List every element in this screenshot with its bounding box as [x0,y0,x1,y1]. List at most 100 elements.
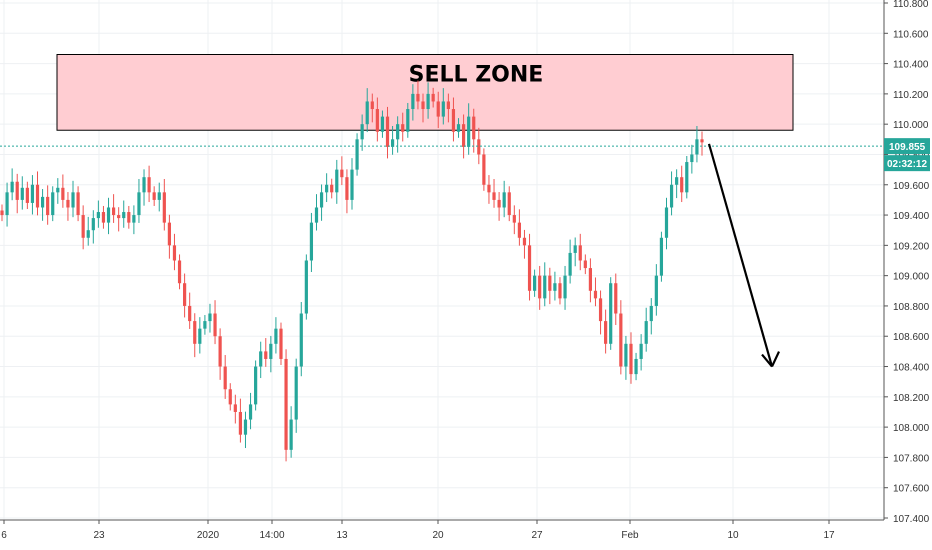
candle-body [467,116,471,147]
candle-down [76,186,80,222]
candle-body [543,275,547,299]
candle-up [269,335,273,373]
x-tick-label: 20 [432,530,444,541]
candle-body [553,283,557,291]
candle-down [279,322,283,366]
y-tick-label: 108.200 [893,393,930,404]
time-axis[interactable]: 6 23 2020 14:00 13 20 27 Feb 10 17 [0,519,884,541]
candle-body [5,192,9,216]
candle-body [461,124,466,147]
candle-up [309,212,314,273]
candle-down [228,383,232,411]
candle-body [46,196,50,216]
candle-up [639,334,643,371]
candle-up [51,186,55,222]
candle-body [355,139,359,170]
candle-body [396,124,400,140]
candle-body [492,192,496,200]
candle-body [436,101,440,117]
y-tick-label: 109.200 [893,241,930,252]
candle-down [578,233,582,271]
candle-body [76,192,80,216]
candle-up [157,182,161,212]
down-arrow[interactable] [707,143,780,368]
candle-body [690,154,694,163]
candle-body [629,343,633,375]
candle-body [675,177,679,185]
sell-zone-rect[interactable] [56,54,794,131]
candle-body [533,275,537,291]
candle-body [243,419,248,435]
candle-up [248,392,253,430]
current-price-badge [884,138,930,155]
candle-body [325,184,329,193]
candle-up [289,406,293,458]
candle-down [25,181,29,209]
candle-body [563,275,567,299]
candle-body [51,192,55,216]
candle-up [573,237,577,267]
candle-down [507,186,511,222]
y-tick-label: 107.600 [893,484,930,495]
candle-body [193,321,197,344]
candle-body [517,222,521,238]
candle-body [299,313,303,367]
candle-body [583,260,587,269]
candle-up [137,179,141,223]
candle-up [502,180,506,218]
candle-up [132,205,136,235]
candle-down [593,277,598,307]
y-tick-label: 108.600 [893,332,930,343]
candle-down [66,192,70,221]
candle-up [56,178,60,204]
candle-body [81,215,85,238]
candle-up [669,171,674,216]
candle-body [188,305,192,322]
candle-up [304,254,308,320]
price-axis[interactable]: 110.800 110.600 110.400 110.200 110.000 109.8… [883,0,930,525]
candle-body [654,275,658,306]
candle-body [598,298,603,322]
candle-body [122,212,126,219]
candle-down [401,112,405,142]
candle-up [294,358,298,433]
countdown-label: 02:32:12 [887,159,927,170]
candle-up [335,159,339,204]
x-tick-label: 13 [336,530,348,541]
candle-up [319,184,324,221]
y-tick-label: 108.400 [893,363,930,374]
candle-body [700,139,704,143]
candle-body [482,154,486,185]
candle-body [309,222,314,261]
candle-down [436,91,440,129]
sell-zone[interactable]: SELL ZONE [56,54,794,131]
candle-down [451,97,456,142]
candle-body [573,245,577,253]
candle-body [649,305,653,322]
candle-body [127,212,131,223]
candle-body [157,192,161,200]
candle-down [213,300,217,345]
candle-body [680,177,684,193]
candle-up [86,216,90,246]
candle-down [598,290,603,335]
candle-body [669,184,674,208]
candle-up [411,84,415,121]
candle-body [609,283,613,344]
candle-body [350,169,354,200]
candle-down [61,174,65,208]
candle-body [223,366,227,390]
candle-body [96,212,100,219]
candle-up [71,180,75,218]
candle-down [472,108,476,153]
candle-body [284,358,288,450]
candle-body [558,283,562,299]
candle-up [406,102,410,138]
candle-up [390,125,395,155]
candle-up [254,360,258,411]
candle-body [101,212,106,223]
candle-body [390,139,395,147]
candle-body [456,124,461,132]
candle-up [664,197,669,250]
